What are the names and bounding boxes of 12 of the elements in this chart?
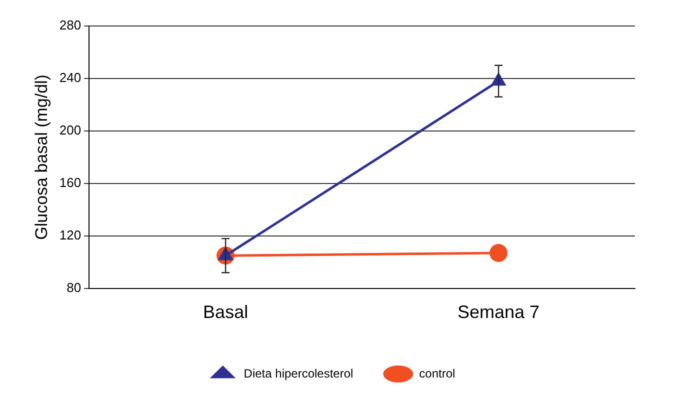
y-tick-label: 280 [59, 18, 82, 33]
x-tick-label: Semana 7 [457, 302, 540, 322]
y-tick-label: 240 [59, 70, 82, 86]
x-tick-label: Basal [203, 302, 248, 322]
y-tick-label: 80 [66, 280, 82, 295]
y-tick-label: 120 [59, 228, 82, 242]
legend-label: control [419, 366, 456, 380]
y-tick-label: 160 [59, 175, 82, 190]
y-tick-label: 200 [59, 122, 82, 138]
legend-label: Dieta hipercolesterol [244, 366, 354, 380]
y-axis-title: Glucosa basal (mg/dl) [32, 74, 51, 240]
point [490, 244, 508, 262]
